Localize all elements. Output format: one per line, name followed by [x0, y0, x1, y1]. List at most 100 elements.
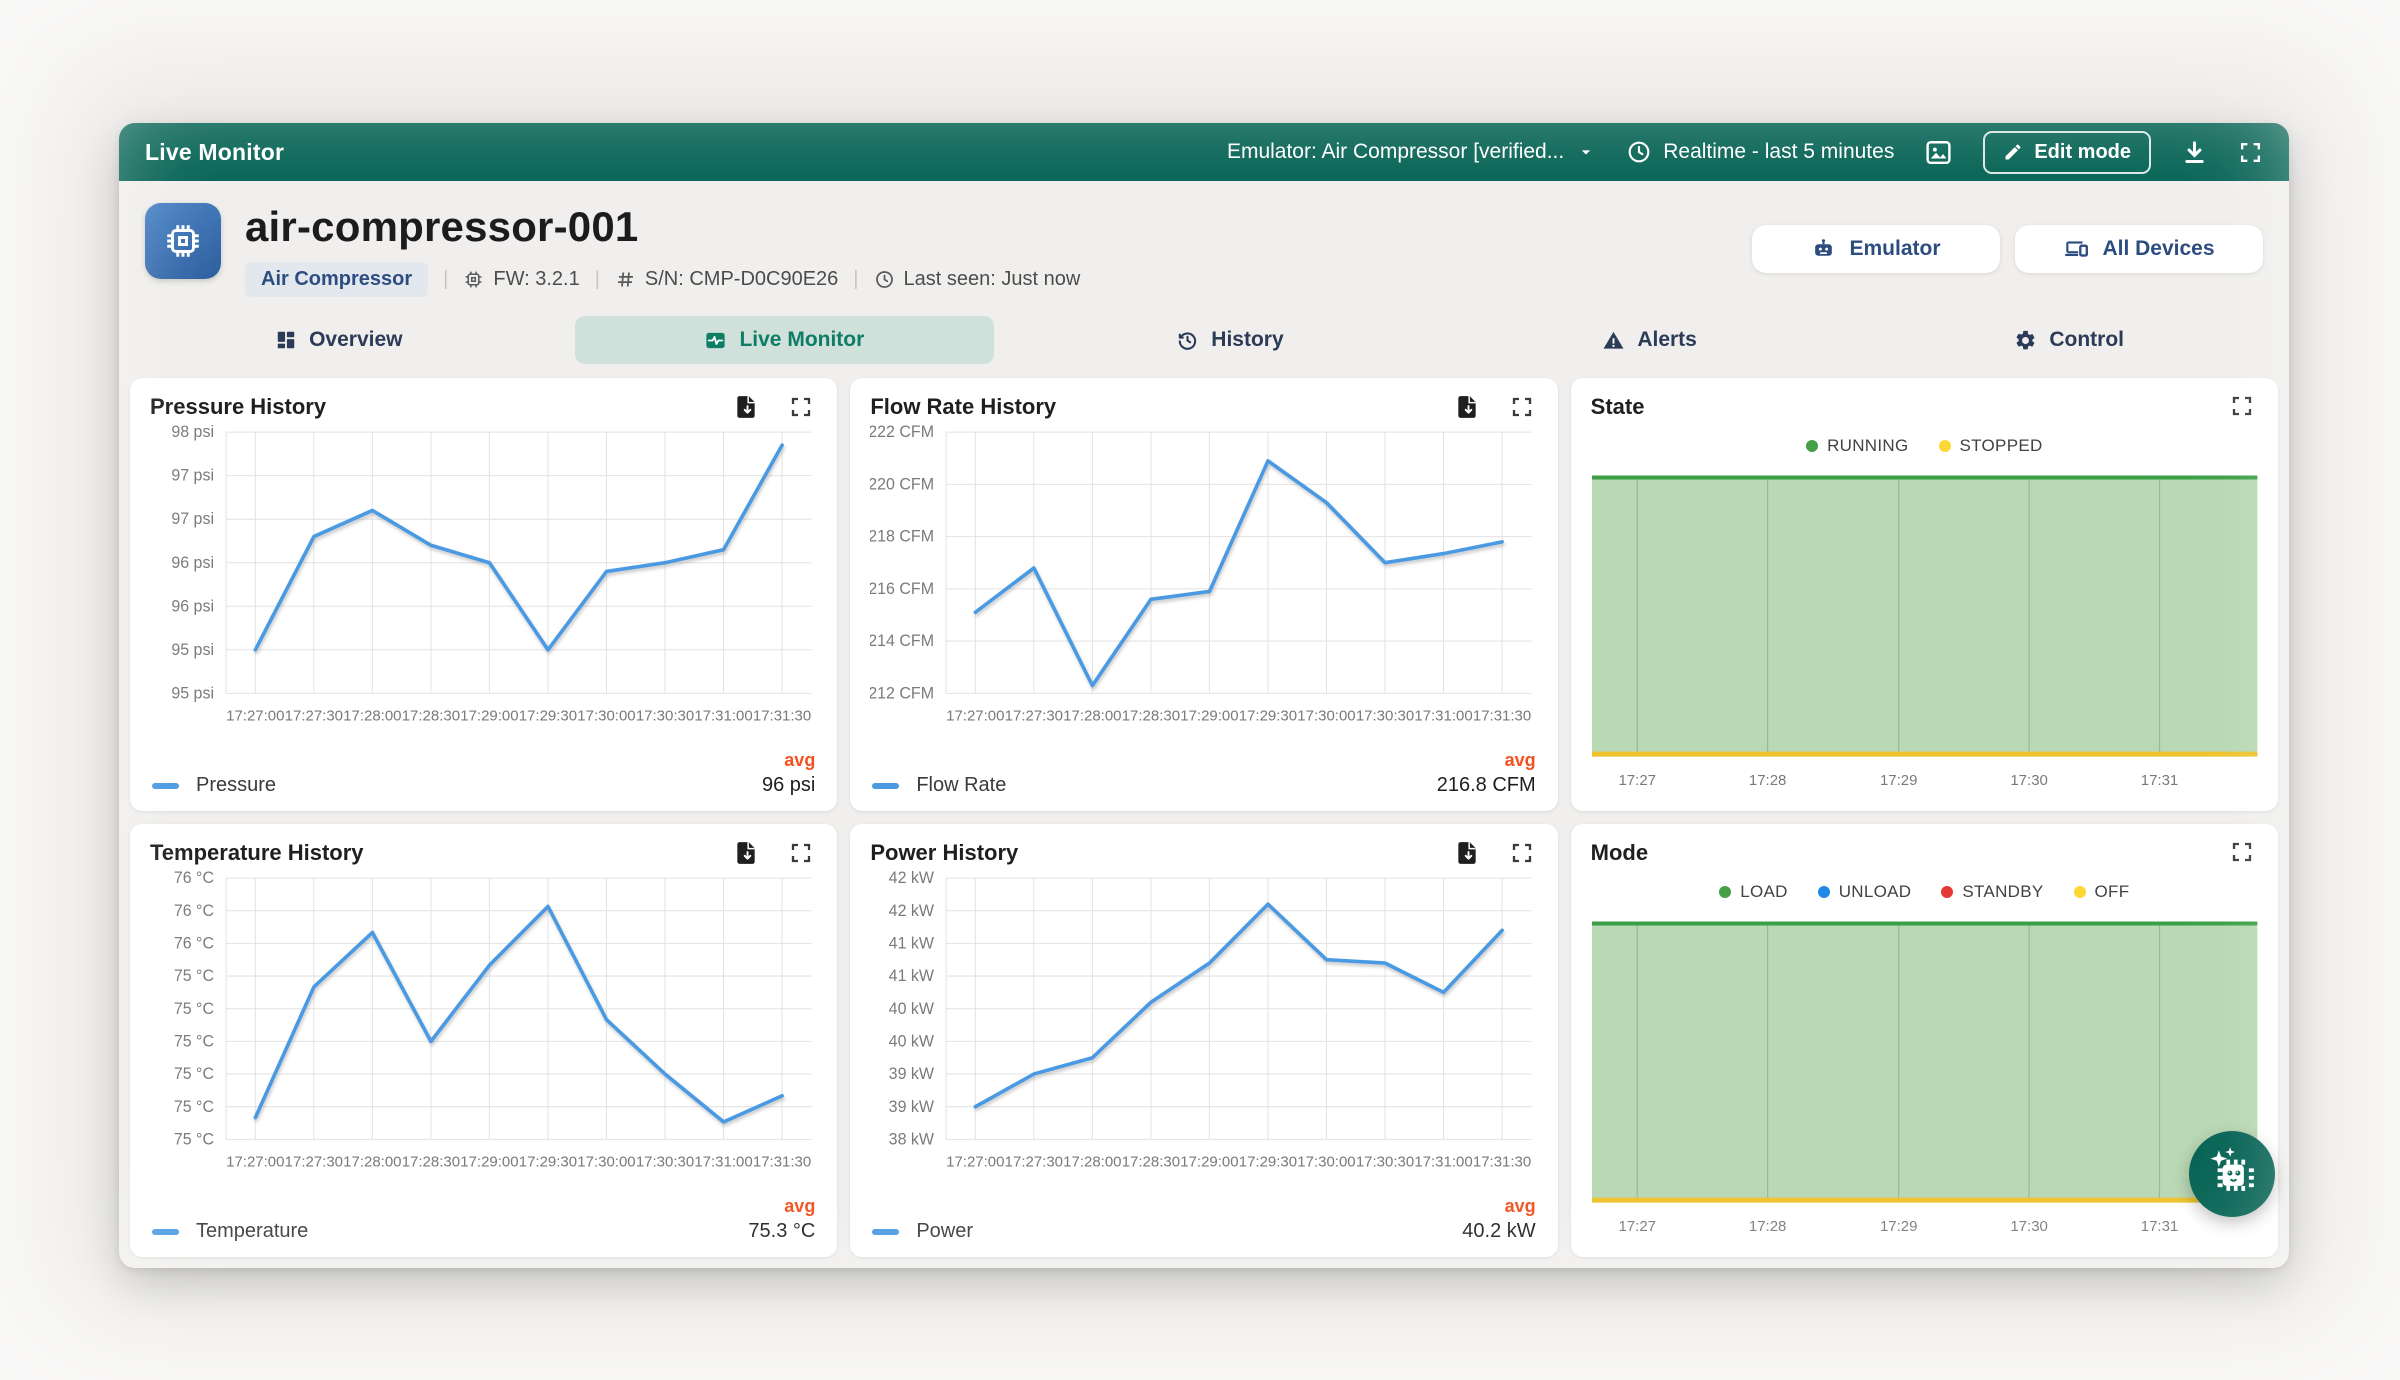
- legend-label: UNLOAD: [1838, 882, 1912, 901]
- state-legend: RUNNING STOPPED: [1591, 436, 2258, 456]
- legend-dot: [1938, 440, 1951, 452]
- y-axis-tick-label: 41 kW: [889, 967, 935, 985]
- y-axis-tick-label: 95 psi: [171, 684, 214, 702]
- avg-value: 75.3 °C: [748, 1220, 816, 1242]
- x-axis-tick-label: 17:30:30: [1356, 1154, 1414, 1171]
- x-axis-tick-label: 17:27:00: [946, 1154, 1004, 1171]
- x-axis-tick-label: 17:28:00: [343, 708, 401, 725]
- legend-item: STOPPED: [1938, 436, 2043, 456]
- x-axis-tick-label: 17:31:00: [1415, 1154, 1473, 1171]
- legend-label: OFF: [2094, 882, 2130, 901]
- export-icon[interactable]: [1454, 840, 1480, 866]
- series-name: Temperature: [196, 1220, 309, 1242]
- x-axis-tick-label: 17:31: [2140, 1218, 2178, 1235]
- y-axis-tick-label: 75 °C: [174, 967, 215, 985]
- series-key: Flow Rate: [872, 774, 1006, 797]
- x-axis-tick-label: 17:28: [1749, 1218, 1787, 1235]
- series-color-dash: [872, 1228, 900, 1235]
- state-area: [1591, 475, 2257, 757]
- divider: |: [853, 268, 859, 290]
- last-seen-meta: Last seen: Just now: [874, 268, 1081, 291]
- pressure-chart: 98 psi 97 psi 97 psi 96 psi 96 psi 95 psi 95 p…: [171, 424, 812, 725]
- gridlines: [225, 877, 812, 1140]
- series-name: Power: [916, 1220, 974, 1242]
- legend-label: STANDBY: [1962, 882, 2044, 901]
- time-range-indicator[interactable]: Realtime - last 5 minutes: [1626, 139, 1894, 165]
- tab-alerts[interactable]: Alerts: [1440, 316, 1860, 364]
- card-actions: [2230, 840, 2258, 864]
- avg-summary: avg 75.3 °C: [748, 1196, 815, 1243]
- mode-area: [1591, 921, 2257, 1203]
- legend-item: UNLOAD: [1817, 882, 1912, 902]
- fullscreen-icon[interactable]: [789, 395, 813, 419]
- tab-overview[interactable]: Overview: [129, 316, 549, 364]
- x-axis-tick-label: 17:27:00: [946, 708, 1004, 725]
- y-axis-tick-label: 75 °C: [174, 1000, 215, 1018]
- fullscreen-icon[interactable]: [2230, 394, 2254, 418]
- screenshot-icon[interactable]: [1924, 138, 1953, 167]
- series-name: Flow Rate: [916, 774, 1007, 796]
- dashboard-grid: Pressure History 98 psi 97 psi 97 psi 96 psi…: [119, 364, 2289, 1268]
- card-header: Mode: [1591, 840, 2258, 866]
- device-selector-dropdown[interactable]: Emulator: Air Compressor [verified...: [1227, 140, 1596, 164]
- mode-legend: LOAD UNLOAD STANDBY OFF: [1591, 882, 2258, 902]
- x-axis-tick-label: 17:30:00: [1298, 1154, 1356, 1171]
- tab-live-monitor[interactable]: Live Monitor: [574, 316, 995, 364]
- chip-icon: [162, 220, 204, 262]
- legend-item: OFF: [2073, 882, 2130, 902]
- export-icon[interactable]: [733, 840, 759, 866]
- y-axis-tick-label: 75 °C: [174, 1065, 215, 1083]
- control-icon: [2014, 329, 2037, 352]
- clock-icon: [1626, 139, 1652, 165]
- clock-icon: [874, 269, 895, 290]
- export-icon[interactable]: [1454, 394, 1480, 420]
- assistant-fab-button[interactable]: [2189, 1131, 2275, 1217]
- card-title: Temperature History: [150, 840, 364, 865]
- legend-dot: [2073, 886, 2086, 898]
- device-name: air-compressor-001: [245, 203, 639, 250]
- last-seen-value: Last seen: Just now: [903, 268, 1081, 290]
- all-devices-button[interactable]: All Devices: [2015, 225, 2263, 273]
- fullscreen-icon[interactable]: [1510, 841, 1534, 865]
- series-color-dash: [152, 782, 179, 789]
- y-axis-tick-label: 96 psi: [171, 554, 214, 572]
- fullscreen-icon[interactable]: [1510, 395, 1534, 419]
- card-header: Temperature History: [150, 840, 817, 866]
- serial-meta: S/N: CMP-D0C90E26: [615, 268, 838, 291]
- card-actions: [733, 840, 817, 866]
- x-axis-tick-label: 17:31:30: [1473, 708, 1531, 725]
- y-axis-tick-label: 38 kW: [889, 1130, 935, 1148]
- temperature-series-line: [253, 904, 784, 1124]
- x-axis-tick-label: 17:30:30: [636, 708, 694, 725]
- card-header: Pressure History: [150, 394, 817, 420]
- power-card: Power History 42 kW 42 kW 41 kW 41 kW 40 kW 40…: [850, 824, 1558, 1257]
- tab-control[interactable]: Control: [1859, 316, 2279, 364]
- tab-label: Control: [2049, 328, 2124, 351]
- serial-value: S/N: CMP-D0C90E26: [644, 268, 839, 290]
- hash-icon: [615, 269, 636, 290]
- export-icon[interactable]: [733, 394, 759, 420]
- device-type-badge: Air Compressor: [245, 262, 429, 297]
- card-title: Mode: [1590, 840, 1649, 865]
- card-actions: [733, 394, 817, 420]
- emulator-button-label: Emulator: [1849, 237, 1941, 260]
- avg-label: avg: [1504, 1196, 1536, 1216]
- download-icon[interactable]: [2181, 139, 2208, 166]
- x-axis-tick-label: 17:29:30: [1239, 708, 1297, 725]
- gridlines: [1636, 475, 2160, 757]
- x-axis-tick-label: 17:28:30: [402, 1154, 460, 1171]
- gridlines: [945, 431, 1532, 694]
- x-axis-tick-label: 17:28:30: [402, 708, 460, 725]
- fullscreen-icon[interactable]: [789, 841, 813, 865]
- fullscreen-icon[interactable]: [2238, 140, 2263, 165]
- y-axis-tick-label: 40 kW: [889, 1032, 935, 1050]
- tab-history[interactable]: History: [1020, 316, 1440, 364]
- x-axis-tick-label: 17:27:30: [1005, 708, 1063, 725]
- x-axis-tick-label: 17:30:00: [577, 708, 635, 725]
- emulator-button[interactable]: Emulator: [1752, 225, 2000, 273]
- alerts-icon: [1602, 329, 1625, 352]
- fullscreen-icon[interactable]: [2230, 840, 2254, 864]
- y-axis-tick-label: 42 kW: [889, 902, 935, 920]
- edit-mode-button[interactable]: Edit mode: [1983, 130, 2151, 174]
- y-axis-tick-label: 97 psi: [171, 467, 214, 485]
